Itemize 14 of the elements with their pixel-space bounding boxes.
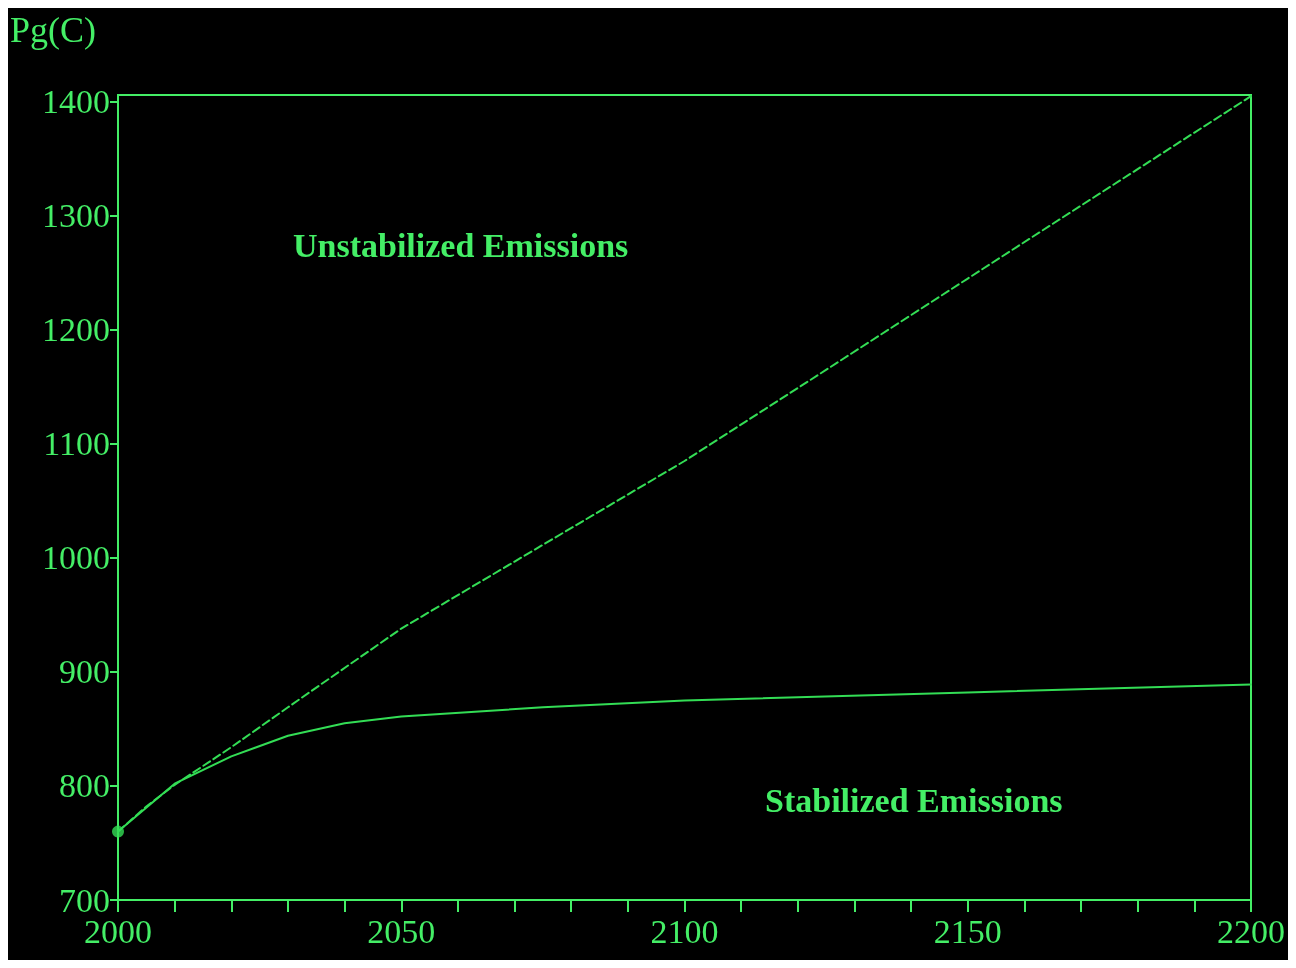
x-tick-label: 2100 [650,912,719,950]
y-tick-label: 1400 [42,83,110,121]
y-tick-label: 1300 [42,197,110,235]
y-tick-label: 900 [59,653,110,691]
y-axis-title: Pg(C) [10,10,97,50]
y-tick-label: 800 [59,767,110,805]
x-tick-label: 2050 [367,912,436,950]
x-tick-label: 2150 [933,912,1002,950]
annotation: Unstabilized Emissions [293,226,629,264]
x-tick-label: 2200 [1217,912,1285,950]
y-tick-label: 1100 [43,425,110,463]
y-tick-label: 1000 [42,539,110,577]
annotation: Stabilized Emissions [765,781,1063,819]
y-tick-label: 1200 [42,311,110,349]
